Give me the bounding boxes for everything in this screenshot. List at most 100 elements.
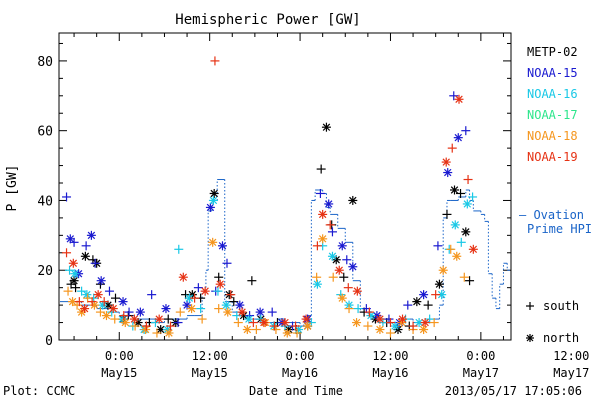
data-point <box>247 276 257 286</box>
data-point <box>353 304 363 314</box>
data-point <box>343 283 353 293</box>
legend-series-label: NOAA-19 <box>527 150 578 164</box>
data-point <box>154 314 164 324</box>
legend-series-label: NOAA-16 <box>527 87 578 101</box>
data-point <box>328 272 338 282</box>
data-point <box>398 314 408 324</box>
data-point <box>454 94 464 104</box>
data-point <box>69 237 79 247</box>
data-point <box>223 307 233 317</box>
data-point <box>282 328 292 338</box>
legend-series-label: METP-02 <box>527 45 578 59</box>
data-point <box>233 318 243 328</box>
data-point <box>62 192 72 202</box>
data-point <box>352 286 362 296</box>
data-point <box>431 290 441 300</box>
data-point <box>215 279 225 289</box>
legend-ovation-line2: Prime HPI <box>527 222 592 236</box>
data-point <box>318 209 328 219</box>
data-point <box>403 300 413 310</box>
x-tick-label-time: 0:00 <box>105 349 134 363</box>
data-point <box>344 304 354 314</box>
data-point <box>174 244 184 254</box>
data-point <box>82 290 92 300</box>
data-point <box>244 314 254 324</box>
data-point <box>269 321 279 331</box>
data-point <box>164 328 174 338</box>
data-point <box>130 321 140 331</box>
data-point <box>446 244 456 254</box>
data-point <box>337 293 347 303</box>
data-point <box>438 265 448 275</box>
data-point <box>124 307 134 317</box>
data-point <box>213 286 223 296</box>
data-point <box>364 307 374 317</box>
data-point <box>70 269 80 279</box>
data-point <box>363 321 373 331</box>
data-point <box>385 328 395 338</box>
data-point <box>208 237 218 247</box>
data-point <box>161 304 171 314</box>
data-point <box>68 258 78 268</box>
x-tick-label-time: 0:00 <box>466 349 495 363</box>
data-point <box>62 248 72 258</box>
data-point <box>312 272 322 282</box>
data-point <box>196 304 206 314</box>
south-marker-icon <box>526 302 534 310</box>
x-tick-label-date: May16 <box>372 366 408 380</box>
data-point <box>93 290 103 300</box>
x-tick-label-time: 12:00 <box>553 349 589 363</box>
data-point <box>425 314 435 324</box>
data-point <box>342 255 352 265</box>
data-point <box>429 318 439 328</box>
data-point <box>101 311 111 321</box>
data-point <box>465 276 475 286</box>
data-point <box>251 325 261 335</box>
data-point <box>352 318 362 328</box>
data-point <box>68 297 78 307</box>
data-point <box>193 283 203 293</box>
data-point <box>235 300 245 310</box>
data-point <box>200 286 210 296</box>
data-point <box>267 307 277 317</box>
x-tick-label-date: May15 <box>192 366 228 380</box>
data-point <box>190 293 200 303</box>
data-point <box>210 56 220 66</box>
data-point <box>214 304 224 314</box>
data-point <box>419 290 429 300</box>
data-point <box>453 133 463 143</box>
data-point <box>434 279 444 289</box>
data-point <box>318 234 328 244</box>
x-tick-label-date: May15 <box>101 366 137 380</box>
data-point <box>217 241 227 251</box>
data-point <box>452 251 462 261</box>
data-point <box>441 157 451 167</box>
data-point <box>450 185 459 195</box>
data-point <box>173 318 183 328</box>
data-point <box>324 199 334 209</box>
y-tick-label: 0 <box>45 334 53 349</box>
data-point <box>412 297 422 307</box>
legend-series-label: NOAA-15 <box>527 66 578 80</box>
data-point <box>433 241 443 251</box>
data-point <box>65 265 75 275</box>
data-point <box>90 258 100 268</box>
x-tick-label-date: May16 <box>282 366 318 380</box>
y-tick-label: 80 <box>37 55 53 70</box>
data-point <box>443 168 453 178</box>
data-point <box>99 297 109 307</box>
data-point <box>325 220 335 230</box>
data-point <box>468 192 478 202</box>
data-point <box>385 318 395 328</box>
data-point <box>259 318 269 328</box>
data-point <box>337 241 347 251</box>
data-point <box>205 202 215 212</box>
data-point <box>83 293 93 303</box>
data-point <box>110 314 120 324</box>
data-point <box>420 318 430 328</box>
north-marker-label: north <box>543 331 579 345</box>
south-marker-label: south <box>543 299 579 313</box>
data-point <box>175 307 185 317</box>
data-point <box>248 318 258 328</box>
